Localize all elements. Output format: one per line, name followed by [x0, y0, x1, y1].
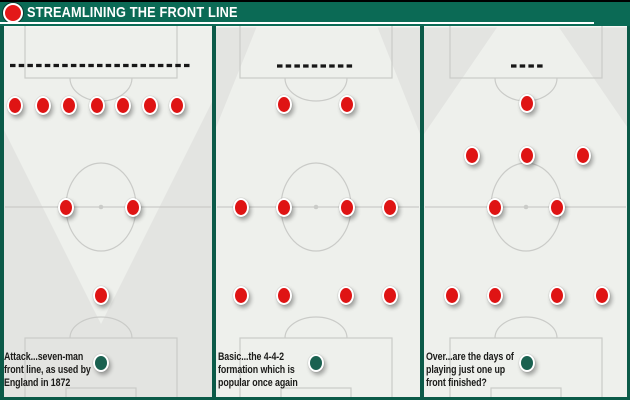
player-dot [487, 197, 503, 217]
player-dot [594, 285, 610, 305]
caption-line: Over...are the days of [426, 351, 514, 363]
caption-line: playing just one up [426, 364, 506, 376]
player-dot [339, 94, 355, 114]
player-dot [276, 94, 292, 114]
player-dot [93, 285, 109, 305]
player-dot [276, 197, 292, 217]
attack-funnel-shape [216, 26, 420, 397]
player-dot [382, 285, 398, 305]
caption-seven-man-front-line: Attack...seven-man front line, as used b… [4, 351, 124, 390]
pitch-panel-seven-man-front-line-1872 [4, 26, 212, 397]
player-dot [7, 95, 23, 115]
headline-underline [0, 22, 594, 24]
header-bar: STREAMLINING THE FRONT LINE [0, 0, 630, 26]
caption-line: front finished? [426, 377, 487, 389]
caption-line: popular once again [218, 377, 298, 389]
player-dot [233, 197, 249, 217]
player-dot [464, 145, 480, 165]
caption-4-4-2: Basic...the 4-4-2 formation which is pop… [218, 351, 338, 390]
player-dot [487, 285, 503, 305]
player-dot [61, 95, 77, 115]
attack-funnel-shape [4, 26, 212, 324]
player-dot [549, 197, 565, 217]
player-dot [169, 95, 185, 115]
goalkeeper-dot [93, 354, 109, 372]
player-dot [125, 197, 141, 217]
top-border-rule [0, 0, 630, 2]
goalkeeper-dot [308, 354, 324, 372]
player-dot [382, 197, 398, 217]
player-dot [519, 93, 535, 113]
player-dot [35, 95, 51, 115]
player-dot [444, 285, 460, 305]
caption-one-up-front: Over...are the days of playing just one … [426, 351, 546, 390]
goalkeeper-dot [519, 354, 535, 372]
player-dot [575, 145, 591, 165]
player-dot [549, 285, 565, 305]
headline: STREAMLINING THE FRONT LINE [27, 4, 238, 21]
caption-line: England in 1872 [4, 377, 71, 389]
player-dot [519, 145, 535, 165]
attack-funnel-shape [424, 26, 627, 397]
player-dot [115, 95, 131, 115]
player-dot [142, 95, 158, 115]
caption-line: formation which is [218, 364, 295, 376]
pitch-panel-one-up-front [424, 26, 627, 397]
player-dot [58, 197, 74, 217]
caption-line: Attack...seven-man [4, 351, 84, 363]
player-dot [338, 285, 354, 305]
player-dot [339, 197, 355, 217]
player-dot [233, 285, 249, 305]
caption-line: Basic...the 4-4-2 [218, 351, 285, 363]
player-dot [89, 95, 105, 115]
player-dot [276, 285, 292, 305]
caption-line: front line, as used by [4, 364, 91, 376]
